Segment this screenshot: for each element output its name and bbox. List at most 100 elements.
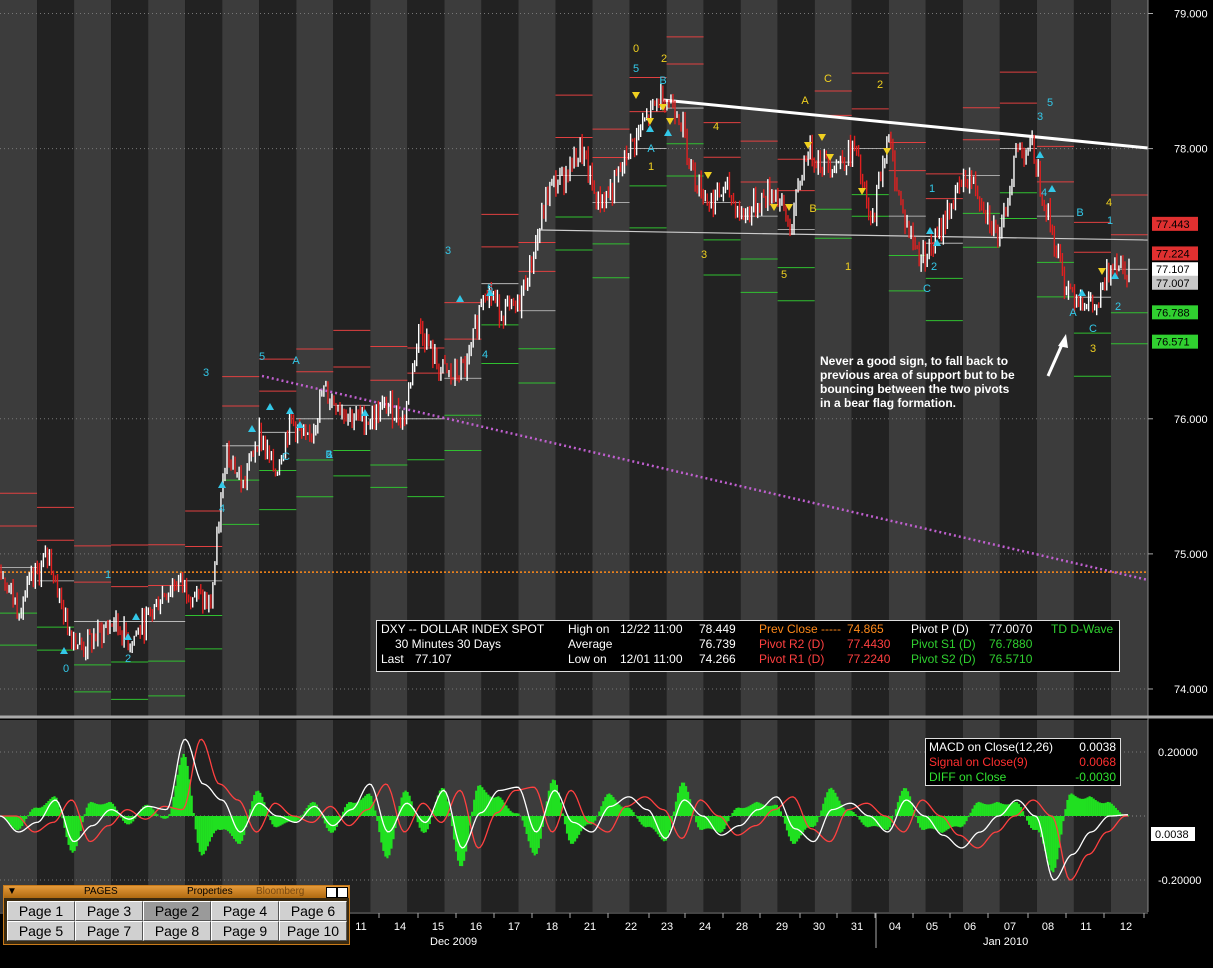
- time-tick-label: 18: [546, 921, 558, 933]
- wave-label: 5: [1047, 97, 1053, 109]
- sell-arrow-icon: [818, 134, 826, 141]
- diff-legend-row: DIFF on Close -0.0030: [929, 770, 1116, 785]
- right-price-label-text: 77.224: [1156, 248, 1190, 260]
- wave-label: B: [809, 203, 816, 215]
- session-band: [74, 0, 112, 716]
- properties-tab[interactable]: Properties: [187, 886, 233, 897]
- pivot-r2-label: Pivot R2 (D): [759, 637, 825, 651]
- right-price-label-bg: [1152, 216, 1198, 231]
- price-tick-label: 74.000: [1174, 684, 1208, 696]
- wave-label: 5: [633, 63, 639, 75]
- wave-label: 1: [1107, 215, 1113, 227]
- session-band: [259, 0, 297, 716]
- right-price-label-text: 77.107: [1156, 264, 1190, 276]
- wave-label: 4: [1106, 197, 1112, 209]
- time-tick-label: 23: [661, 921, 673, 933]
- buy-arrow-icon: [60, 647, 68, 654]
- wave-label: B: [325, 449, 332, 461]
- sell-arrow-icon: [659, 104, 667, 111]
- time-tick-label: 17: [508, 921, 520, 933]
- time-tick-label: 08: [1042, 921, 1054, 933]
- close-icon[interactable]: [337, 887, 348, 898]
- sell-arrow-icon: [826, 154, 834, 161]
- buy-arrow-icon: [296, 421, 304, 428]
- macd-legend: MACD on Close(12,26) 0.0038 Signal on Cl…: [925, 738, 1121, 786]
- low-date: 12/01 11:00: [620, 652, 683, 666]
- time-tick-label: 28: [736, 921, 748, 933]
- bloomberg-tab[interactable]: Bloomberg: [256, 886, 305, 897]
- time-tick-label: 15: [432, 921, 444, 933]
- page-8-button[interactable]: Page 8: [143, 921, 211, 941]
- wave-label: 1: [929, 183, 935, 195]
- pages-menu-icon[interactable]: ▼: [7, 886, 17, 897]
- right-price-label: 76.788: [1152, 305, 1198, 320]
- session-band: [0, 0, 38, 716]
- wave-label: C: [923, 283, 931, 295]
- session-band: [481, 0, 519, 716]
- session-band: [518, 0, 556, 716]
- page-5-button[interactable]: Page 5: [7, 921, 75, 941]
- right-price-label: 77.443: [1152, 216, 1198, 231]
- price-axis-ticks: 79.000 78.000 76.000 75.000 74.000: [1148, 9, 1208, 696]
- session-band: [370, 0, 408, 716]
- right-price-label-text: 77.007: [1156, 278, 1190, 290]
- sell-arrow-icon: [883, 148, 891, 155]
- page-6-button[interactable]: Page 6: [279, 901, 347, 921]
- chart-annotation: Never a good sign, to fall back to previ…: [820, 354, 1015, 410]
- session-band: [888, 0, 926, 716]
- wave-label: B: [1076, 207, 1083, 219]
- buy-arrow-icon: [286, 407, 294, 414]
- time-tick-label: 06: [964, 921, 976, 933]
- page-4-button[interactable]: Page 4: [211, 901, 279, 921]
- prev-close-value: 74.865: [847, 622, 884, 636]
- restore-icon[interactable]: [326, 887, 337, 898]
- wave-label: 1: [648, 161, 654, 173]
- right-price-label: 77.107: [1152, 262, 1198, 277]
- high-date: 12/22 11:00: [620, 622, 683, 636]
- right-price-label: 77.007: [1152, 275, 1198, 290]
- x-group-label-jan: Jan 2010: [983, 936, 1028, 948]
- session-band: [925, 0, 963, 716]
- right-price-label-bg: [1152, 246, 1198, 261]
- high-value: 78.449: [699, 622, 736, 636]
- pivot-p-value: 77.0070: [989, 622, 1033, 636]
- page-7-button[interactable]: Page 7: [75, 921, 143, 941]
- time-tick-label: 07: [1004, 921, 1016, 933]
- page-10-button[interactable]: Page 10: [279, 921, 347, 941]
- macd-label: MACD on Close(12,26): [929, 740, 1054, 754]
- pages-panel-header[interactable]: ▼ PAGES Properties Bloomberg: [4, 886, 349, 898]
- diff-label: DIFF on Close: [929, 770, 1007, 784]
- time-tick-label: 11: [355, 921, 366, 933]
- wave-label: 4: [713, 121, 719, 133]
- wave-label: C: [824, 73, 832, 85]
- sell-arrow-icon: [632, 92, 640, 99]
- page-2-button[interactable]: Page 2: [143, 901, 211, 921]
- session-band: [1073, 0, 1111, 716]
- right-price-label: 77.224: [1152, 246, 1198, 261]
- session-band: [444, 0, 482, 716]
- price-candles: [0, 83, 1130, 661]
- session-band: [111, 0, 149, 716]
- wave-label: 5: [487, 283, 493, 295]
- session-band: [703, 0, 741, 716]
- time-tick-label: 21: [584, 921, 596, 933]
- wave-label: 4: [1041, 187, 1047, 199]
- average-label: Average: [568, 637, 613, 651]
- wave-label: A: [647, 143, 655, 155]
- price-tick-label: 78.000: [1174, 144, 1208, 156]
- page-9-button[interactable]: Page 9: [211, 921, 279, 941]
- page-3-button[interactable]: Page 3: [75, 901, 143, 921]
- wave-label: 3: [445, 245, 451, 257]
- price-tick-label: 79.000: [1174, 9, 1208, 21]
- low-label: Low on: [568, 652, 607, 666]
- buy-arrow-icon: [1078, 289, 1086, 296]
- wave-label: 2: [1115, 301, 1121, 313]
- price-gridlines: [0, 13, 1148, 690]
- macd-value: 0.0038: [1079, 740, 1116, 754]
- page-1-button[interactable]: Page 1: [7, 901, 75, 921]
- session-band: [999, 0, 1037, 716]
- macd-axis-ticks: 0.20000 -0.20000: [1158, 747, 1201, 887]
- wave-label: B: [659, 75, 666, 87]
